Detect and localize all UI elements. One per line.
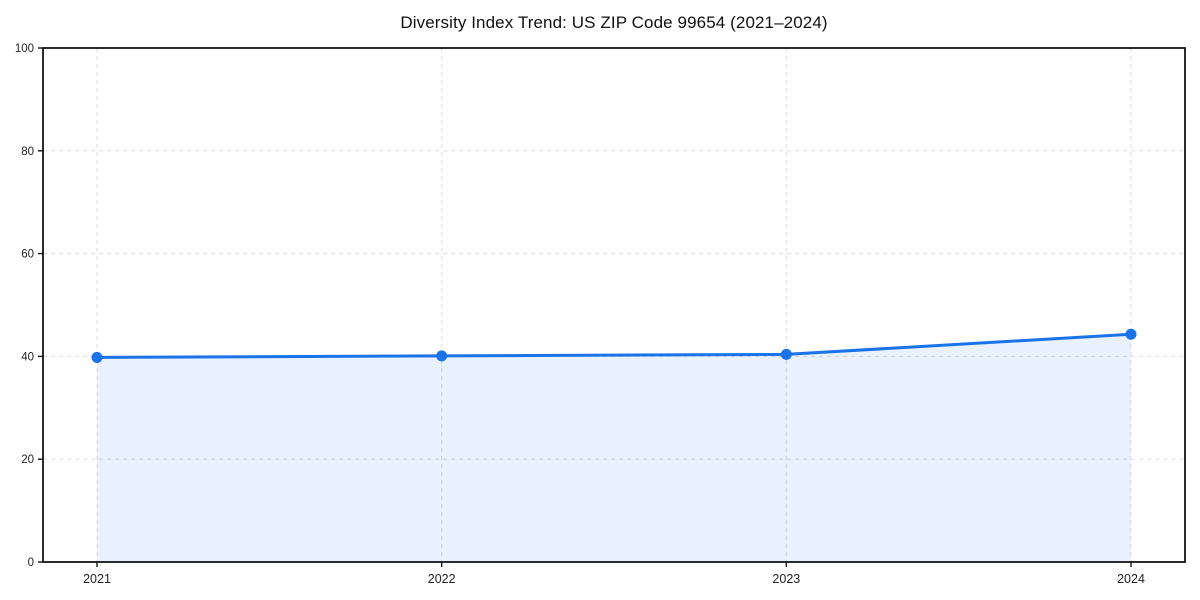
x-tick-label-2022: 2022 [428, 572, 456, 586]
x-tick-label-2021: 2021 [83, 572, 111, 586]
trend-line [95, 332, 1133, 359]
data-point-2021 [91, 351, 103, 363]
chart-title: Diversity Index Trend: US ZIP Code 99654… [400, 13, 828, 32]
data-point-2023 [780, 348, 792, 360]
y-tick-label-100: 100 [15, 43, 34, 55]
y-tick-label-20: 20 [21, 454, 34, 466]
x-tick-label-2023: 2023 [772, 572, 800, 586]
data-point-2022 [436, 350, 448, 362]
data-point-2024 [1125, 328, 1137, 340]
x-tick-label-2024: 2024 [1117, 572, 1145, 586]
y-tick-label-80: 80 [21, 146, 34, 158]
y-tick-label-60: 60 [21, 249, 34, 261]
y-tick-label-0: 0 [28, 557, 34, 569]
area-fill [97, 334, 1131, 562]
y-tick-label-40: 40 [21, 351, 34, 363]
plot-border [42, 47, 1186, 563]
